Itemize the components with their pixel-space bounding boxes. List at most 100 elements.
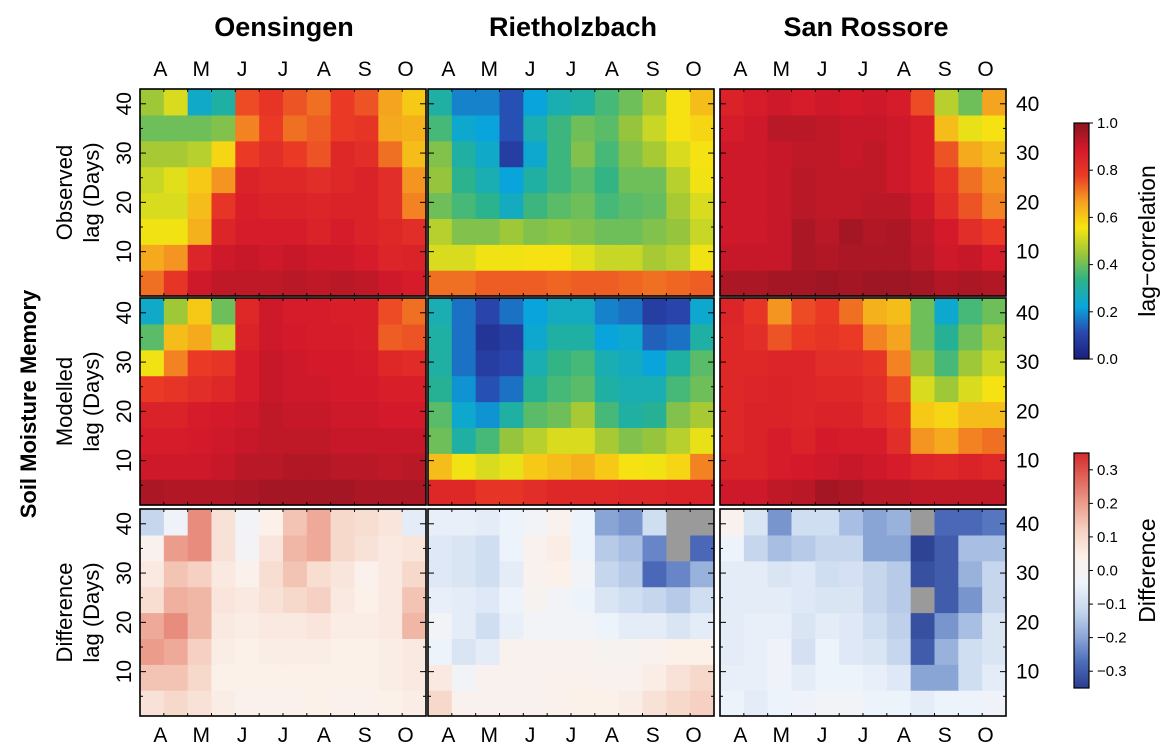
heatmap-cell	[306, 192, 332, 219]
heatmap-cell	[428, 166, 453, 194]
heatmap-cell	[499, 166, 524, 194]
heatmap-cell	[523, 638, 548, 665]
heatmap-cell	[140, 244, 165, 271]
heatmap-cell	[720, 427, 745, 454]
heatmap-cell	[451, 509, 477, 536]
heatmap-cell	[259, 401, 284, 428]
heatmap-cell	[618, 479, 644, 506]
heatmap-cell	[378, 89, 403, 116]
heatmap-cell	[642, 244, 667, 271]
heatmap-cell	[378, 453, 403, 480]
panel-oensingen-difference	[139, 508, 427, 717]
heatmap-cell	[547, 509, 572, 536]
x-tick-label: M	[773, 58, 791, 81]
heatmap-cell	[235, 89, 260, 116]
heatmap-cell	[140, 349, 165, 377]
heatmap-cell	[499, 453, 524, 480]
heatmap-cell	[863, 638, 888, 665]
heatmap-cell	[378, 401, 403, 428]
heatmap-cell	[354, 453, 379, 480]
heatmap-cell	[743, 89, 769, 116]
heatmap-cell	[187, 690, 213, 717]
heatmap-cell	[839, 586, 864, 614]
heatmap-cell	[594, 427, 620, 454]
heatmap-cell	[743, 534, 769, 562]
heatmap-cell	[428, 509, 453, 536]
heatmap-cell	[402, 298, 427, 325]
heatmap-cell	[428, 664, 453, 691]
heatmap-cell	[886, 270, 912, 297]
heatmap-cell	[743, 298, 769, 325]
heatmap-cell	[618, 401, 644, 428]
heatmap-cell	[571, 586, 596, 614]
row-label-modelled: Modelled	[52, 357, 77, 446]
heatmap-cell	[642, 534, 667, 562]
heatmap-cell	[690, 509, 715, 536]
colorbar-corr: 0.0 0.2 0.4 0.6 0.8 1.0 lag−correlation	[1073, 115, 1160, 368]
panel-rietholzbach-modelled	[427, 297, 715, 506]
colorbar-tick-label: −0.3	[1097, 663, 1127, 680]
heatmap-cell	[163, 244, 189, 271]
heatmap-cell	[910, 323, 936, 351]
heatmap-cell	[886, 375, 912, 403]
heatmap-cell	[140, 560, 165, 588]
heatmap-cell	[354, 612, 379, 639]
heatmap-cell	[767, 244, 793, 271]
heatmap-cell	[863, 664, 888, 691]
heatmap-cell	[618, 349, 644, 377]
heatmap-cell	[499, 509, 524, 536]
heatmap-cell	[378, 586, 403, 614]
heatmap-cell	[666, 612, 691, 639]
heatmap-cell	[571, 218, 596, 245]
heatmap-cell	[863, 192, 888, 219]
heatmap-cell	[211, 479, 236, 506]
x-tick-label: O	[397, 58, 413, 81]
heatmap-cell	[187, 586, 213, 614]
heatmap-cell	[235, 298, 260, 325]
heatmap-cell	[330, 349, 356, 377]
heatmap-cell	[720, 140, 745, 168]
heatmap-cell	[163, 690, 189, 717]
heatmap-cell	[958, 140, 983, 168]
heatmap-cell	[547, 427, 572, 454]
heatmap-cell	[306, 479, 332, 506]
y-tick-label-right: 10	[1016, 241, 1039, 264]
heatmap-cell	[211, 375, 236, 403]
heatmap-cell	[743, 453, 769, 480]
heatmap-cell	[815, 453, 840, 480]
heatmap-cell	[815, 218, 840, 245]
x-tick-label: O	[685, 724, 701, 747]
heatmap-cell	[690, 298, 715, 325]
heatmap-cell	[451, 638, 477, 665]
heatmap-cell	[791, 427, 816, 454]
heatmap-cell	[330, 375, 356, 403]
heatmap-cell	[618, 323, 644, 351]
heatmap-cell	[767, 690, 793, 717]
heatmap-cell	[499, 270, 524, 297]
heatmap-cell	[523, 560, 548, 588]
heatmap-cell	[402, 534, 427, 562]
heatmap-cell	[140, 453, 165, 480]
heatmap-cell	[791, 586, 816, 614]
heatmap-cell	[235, 427, 260, 454]
heatmap-cell	[428, 192, 453, 219]
heatmap-cell	[163, 375, 189, 403]
heatmap-cell	[306, 638, 332, 665]
heatmap-cell	[354, 586, 379, 614]
heatmap-cell	[815, 509, 840, 536]
heatmap-cell	[402, 323, 427, 351]
heatmap-cell	[187, 166, 213, 194]
heatmap-cell	[958, 323, 983, 351]
heatmap-cell	[283, 114, 308, 142]
heatmap-cell	[863, 114, 888, 142]
heatmap-cell	[140, 192, 165, 219]
heatmap-cell	[720, 89, 745, 116]
heatmap-cell	[378, 560, 403, 588]
heatmap-cell	[259, 534, 284, 562]
heatmap-cell	[330, 192, 356, 219]
x-tick-label: J	[237, 724, 248, 747]
heatmap-cell	[594, 375, 620, 403]
heatmap-cell	[594, 140, 620, 168]
heatmap-cell	[982, 244, 1007, 271]
heatmap-cell	[815, 244, 840, 271]
